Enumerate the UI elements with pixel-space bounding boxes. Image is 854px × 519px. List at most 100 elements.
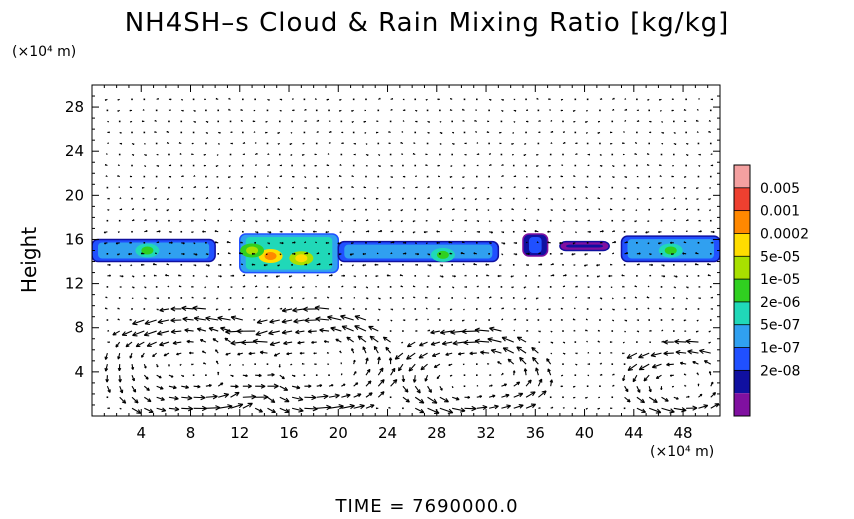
wind-vector (649, 131, 652, 134)
wind-vector (242, 297, 244, 299)
wind-vector (365, 357, 369, 365)
wind-vector (636, 385, 641, 393)
wind-vector (365, 143, 368, 145)
wind-vector (573, 307, 576, 310)
wind-vector (242, 98, 244, 101)
wind-vector (144, 319, 157, 326)
wind-vector (450, 230, 453, 233)
wind-vector (427, 318, 429, 321)
x-tick-label: 12 (230, 424, 249, 442)
wind-vector (402, 330, 404, 332)
wind-vector (156, 308, 159, 311)
wind-vector (599, 373, 603, 376)
wind-vector (389, 286, 392, 288)
wind-vector (390, 241, 395, 244)
wind-vector (450, 165, 453, 167)
wind-vector (303, 131, 306, 134)
wind-vector (425, 164, 428, 167)
wind-vector (710, 241, 714, 244)
wind-vector (575, 352, 578, 355)
wind-vector (636, 175, 639, 178)
wind-vector (562, 153, 564, 156)
wind-vector (574, 231, 577, 234)
wind-vector (340, 373, 343, 376)
cloud-core-inner (264, 252, 277, 261)
wind-vector (661, 396, 669, 402)
wind-vector (599, 286, 601, 288)
wind-vector (636, 330, 640, 333)
colorbar-label: 1e-05 (760, 272, 800, 288)
wind-vector (378, 241, 381, 244)
wind-vector (587, 286, 590, 289)
wind-vector (390, 252, 393, 255)
wind-vector (587, 153, 591, 156)
wind-vector (710, 403, 720, 409)
wind-vector (117, 175, 120, 178)
wind-vector (427, 253, 431, 256)
wind-vector (165, 274, 170, 277)
wind-vector (425, 98, 428, 101)
wind-vector (365, 275, 367, 277)
wind-vector (573, 175, 576, 178)
wind-vector (242, 274, 246, 277)
wind-vector (599, 165, 603, 167)
wind-vector (168, 297, 170, 299)
wind-vector (439, 131, 443, 134)
wind-vector (513, 253, 518, 256)
x-tick-label: 48 (674, 424, 693, 442)
x-tick-label: 28 (427, 424, 446, 442)
wind-vector (501, 242, 506, 245)
wind-vector (584, 120, 588, 123)
wind-vector (538, 341, 541, 344)
wind-vector (205, 241, 207, 244)
wind-vector (648, 386, 652, 393)
wind-vector (587, 230, 591, 233)
wind-vector (180, 230, 183, 233)
wind-vector (684, 264, 687, 266)
x-tick-label: 32 (476, 424, 495, 442)
wind-vector (192, 374, 195, 376)
wind-vector (549, 319, 552, 321)
wind-vector (427, 385, 432, 393)
wind-vector (596, 275, 601, 278)
wind-vector (511, 219, 514, 222)
wind-vector (315, 374, 318, 376)
wind-vector (143, 175, 146, 178)
wind-vector (548, 308, 551, 311)
wind-vector (537, 208, 540, 211)
wind-vector (598, 396, 601, 399)
wind-vector (546, 358, 552, 365)
wind-vector (283, 340, 293, 346)
wind-vector (586, 385, 589, 388)
wind-vector (254, 241, 256, 244)
wind-vector (119, 142, 123, 145)
wind-vector (340, 362, 342, 365)
wind-vector (670, 241, 674, 244)
wind-vector (179, 363, 182, 366)
wind-vector (437, 297, 441, 300)
wind-vector (301, 219, 305, 222)
wind-vector (476, 308, 478, 310)
wind-vector (469, 351, 477, 356)
wind-vector (685, 308, 687, 310)
wind-vector (430, 329, 440, 335)
wind-vector (157, 318, 170, 325)
wind-vector (427, 329, 431, 332)
wind-vector (670, 253, 674, 256)
x-axis-unit: (×10⁴ m) (650, 444, 715, 460)
wind-vector (683, 319, 687, 322)
wind-vector (513, 404, 524, 409)
wind-vector (488, 231, 494, 234)
wind-vector (291, 396, 304, 402)
wind-vector (278, 186, 281, 189)
wind-vector (365, 230, 370, 233)
wind-vector (685, 338, 699, 345)
wind-vector (685, 297, 688, 300)
wind-vector (562, 330, 564, 332)
wind-vector (168, 175, 172, 178)
wind-vector (168, 374, 174, 378)
wind-vector (457, 352, 465, 356)
wind-vector (597, 197, 601, 200)
wind-vector (660, 319, 663, 321)
wind-vector (621, 274, 625, 277)
